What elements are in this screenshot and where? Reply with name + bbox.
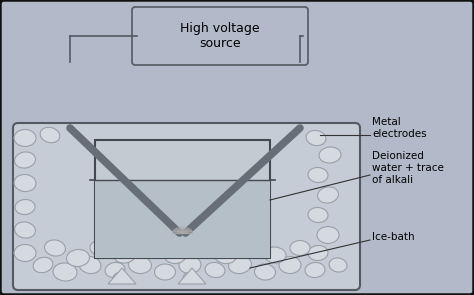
- Ellipse shape: [308, 245, 328, 260]
- Ellipse shape: [53, 263, 77, 281]
- Ellipse shape: [105, 263, 125, 278]
- Ellipse shape: [239, 240, 261, 256]
- Ellipse shape: [305, 263, 325, 278]
- Ellipse shape: [40, 127, 60, 143]
- Ellipse shape: [317, 227, 339, 243]
- Ellipse shape: [205, 263, 225, 278]
- Ellipse shape: [319, 147, 341, 163]
- Polygon shape: [178, 268, 206, 284]
- Ellipse shape: [66, 250, 90, 266]
- Ellipse shape: [264, 247, 286, 263]
- Ellipse shape: [290, 240, 310, 255]
- Ellipse shape: [14, 130, 36, 147]
- Ellipse shape: [308, 168, 328, 183]
- Text: Deionized
water + trace
of alkali: Deionized water + trace of alkali: [372, 151, 444, 185]
- Text: Metal
electrodes: Metal electrodes: [372, 117, 427, 139]
- Ellipse shape: [139, 240, 161, 256]
- Ellipse shape: [255, 264, 275, 280]
- Ellipse shape: [15, 222, 36, 238]
- Ellipse shape: [79, 256, 101, 273]
- Ellipse shape: [15, 199, 35, 214]
- Ellipse shape: [308, 207, 328, 222]
- Ellipse shape: [164, 247, 186, 263]
- Bar: [95, 140, 270, 258]
- Polygon shape: [108, 268, 136, 284]
- Ellipse shape: [33, 257, 53, 273]
- Ellipse shape: [155, 264, 175, 280]
- Ellipse shape: [318, 187, 338, 203]
- Ellipse shape: [15, 152, 36, 168]
- Ellipse shape: [306, 130, 326, 146]
- Ellipse shape: [14, 245, 36, 261]
- Ellipse shape: [114, 247, 136, 263]
- Ellipse shape: [228, 256, 251, 273]
- Ellipse shape: [329, 258, 347, 272]
- Ellipse shape: [90, 240, 110, 255]
- FancyBboxPatch shape: [132, 7, 308, 65]
- Ellipse shape: [128, 256, 152, 273]
- Ellipse shape: [179, 256, 201, 273]
- Ellipse shape: [45, 240, 65, 256]
- Ellipse shape: [14, 174, 36, 191]
- Ellipse shape: [190, 240, 210, 255]
- Text: High voltage
source: High voltage source: [180, 22, 260, 50]
- Bar: [95, 180, 270, 258]
- Ellipse shape: [183, 273, 197, 283]
- FancyBboxPatch shape: [13, 123, 360, 290]
- Ellipse shape: [279, 256, 301, 273]
- Ellipse shape: [113, 273, 127, 283]
- Text: Ice-bath: Ice-bath: [372, 232, 415, 242]
- Ellipse shape: [214, 246, 237, 264]
